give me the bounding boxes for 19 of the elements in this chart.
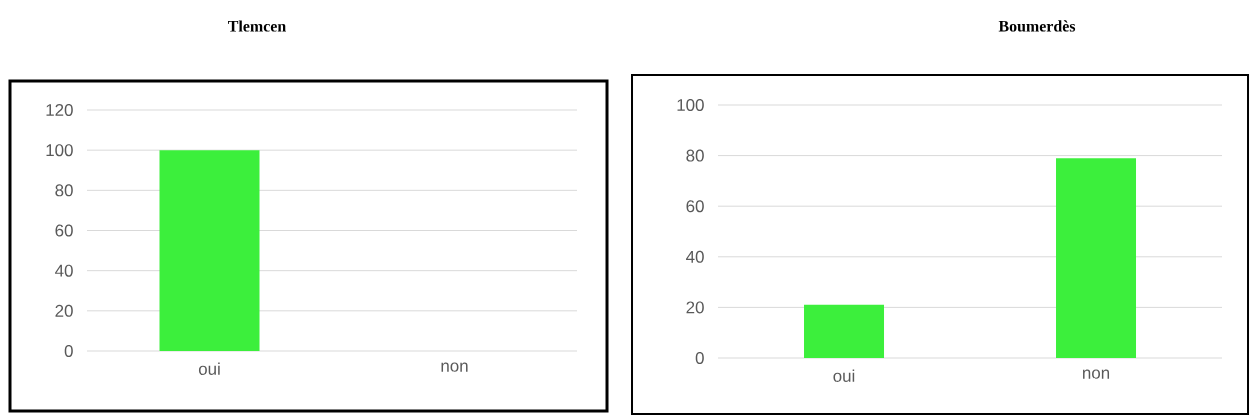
- y-tick-label: 100: [677, 99, 704, 111]
- chart-title: Tlemcen: [228, 20, 286, 32]
- y-tick-label: 40: [686, 250, 704, 263]
- y-tick-label: 40: [55, 264, 73, 277]
- y-tick-label: 0: [695, 352, 704, 364]
- y-tick-label: 120: [46, 104, 73, 116]
- y-tick-label: 20: [686, 301, 704, 314]
- y-tick-label: 80: [55, 184, 73, 197]
- chart-title: Boumerdès: [998, 20, 1076, 32]
- y-tick-label: 20: [55, 304, 73, 317]
- y-tick-label: 80: [686, 149, 704, 162]
- y-tick-label: 0: [64, 345, 73, 357]
- y-tick-label: 100: [46, 144, 73, 157]
- y-tick-label: 60: [686, 200, 704, 213]
- y-tick-label: 60: [55, 224, 73, 237]
- x-tick-label: oui: [833, 369, 855, 382]
- x-tick-label: non: [441, 362, 468, 372]
- x-tick-label: oui: [198, 362, 220, 375]
- x-tick-label: non: [1083, 369, 1110, 379]
